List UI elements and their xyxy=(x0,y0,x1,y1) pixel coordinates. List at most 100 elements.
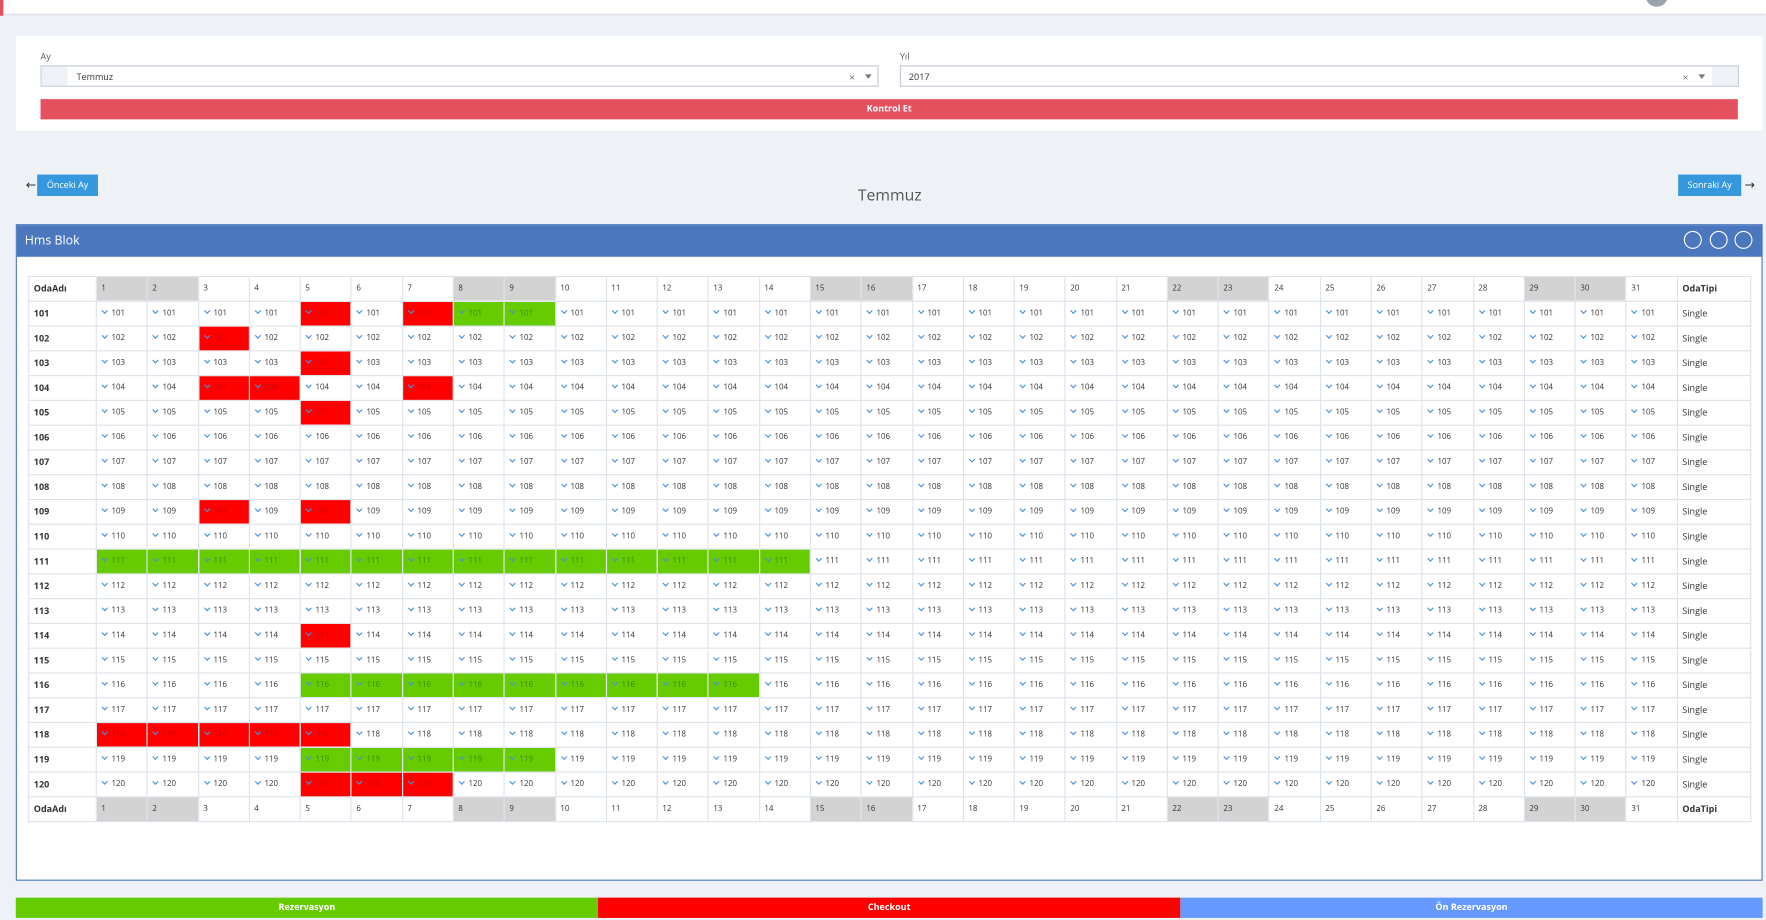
room-day-cell[interactable]: 117 xyxy=(1166,697,1219,724)
room-day-cell[interactable]: 116 xyxy=(1625,672,1678,699)
room-day-cell[interactable]: 116 xyxy=(503,672,556,699)
room-day-cell[interactable]: 114 xyxy=(605,622,658,649)
room-day-cell[interactable]: 108 xyxy=(707,474,760,501)
room-day-cell[interactable]: 107 xyxy=(299,449,352,476)
room-day-cell[interactable]: 105 xyxy=(809,399,862,426)
room-day-cell[interactable]: 115 xyxy=(809,647,862,674)
room-day-cell[interactable]: 115 xyxy=(197,647,250,674)
room-day-cell[interactable]: 110 xyxy=(1625,523,1678,550)
room-day-cell[interactable]: 109 xyxy=(197,498,250,525)
room-day-cell[interactable]: 104 xyxy=(197,375,250,401)
room-day-cell[interactable]: 118 xyxy=(1268,721,1321,748)
room-day-cell[interactable]: 108 xyxy=(1319,474,1372,501)
room-day-cell[interactable]: 101 xyxy=(1523,300,1576,327)
room-day-cell[interactable]: 117 xyxy=(1370,697,1423,724)
room-day-cell[interactable]: 103 xyxy=(1421,350,1474,377)
room-day-cell[interactable]: 109 xyxy=(1064,498,1117,525)
room-day-cell[interactable]: 113 xyxy=(1421,598,1474,624)
room-day-cell[interactable]: 104 xyxy=(656,375,709,401)
room-day-cell[interactable]: 111 xyxy=(860,548,913,575)
room-day-cell[interactable]: 103 xyxy=(1166,350,1219,377)
room-day-cell[interactable]: 107 xyxy=(95,449,148,476)
room-day-cell[interactable]: 105 xyxy=(1574,399,1627,426)
room-day-cell[interactable]: 116 xyxy=(1166,672,1219,699)
room-day-cell[interactable]: 120 xyxy=(1166,771,1219,798)
room-day-cell[interactable]: 111 xyxy=(1217,548,1270,575)
room-day-cell[interactable]: 115 xyxy=(1370,647,1423,674)
room-day-cell[interactable]: 114 xyxy=(1370,622,1423,649)
room-day-cell[interactable]: 115 xyxy=(95,647,148,674)
room-day-cell[interactable]: 116 xyxy=(656,672,709,699)
room-day-cell[interactable]: 118 xyxy=(350,721,403,748)
room-day-cell[interactable]: 108 xyxy=(248,474,301,501)
room-day-cell[interactable]: 112 xyxy=(1217,573,1270,600)
room-day-cell[interactable]: 110 xyxy=(1421,523,1474,550)
room-day-cell[interactable]: 105 xyxy=(1370,399,1423,426)
room-day-cell[interactable]: 105 xyxy=(1472,399,1525,426)
room-day-cell[interactable]: 119 xyxy=(1115,746,1168,773)
room-day-cell[interactable]: 105 xyxy=(1319,399,1372,426)
room-day-cell[interactable]: 104 xyxy=(401,375,454,401)
room-day-cell[interactable]: 120 xyxy=(1115,771,1168,798)
room-day-cell[interactable]: 115 xyxy=(401,647,454,674)
room-day-cell[interactable]: 113 xyxy=(1166,598,1219,624)
room-day-cell[interactable]: 117 xyxy=(962,697,1015,724)
room-day-cell[interactable]: 113 xyxy=(1217,598,1270,624)
screen-button[interactable] xyxy=(1683,230,1702,249)
room-day-cell[interactable]: 114 xyxy=(656,622,709,649)
room-day-cell[interactable]: 107 xyxy=(401,449,454,476)
room-day-cell[interactable]: 103 xyxy=(554,350,607,377)
room-day-cell[interactable]: 117 xyxy=(146,697,199,724)
room-day-cell[interactable]: 114 xyxy=(1268,622,1321,649)
room-day-cell[interactable]: 107 xyxy=(1166,449,1219,476)
room-day-cell[interactable]: 110 xyxy=(248,523,301,550)
room-day-cell[interactable]: 107 xyxy=(452,449,505,476)
room-day-cell[interactable]: 107 xyxy=(911,449,964,476)
room-day-cell[interactable]: 108 xyxy=(146,474,199,501)
room-day-cell[interactable]: 108 xyxy=(656,474,709,501)
room-day-cell[interactable]: 118 xyxy=(707,721,760,748)
room-day-cell[interactable]: 118 xyxy=(146,721,199,748)
room-day-cell[interactable]: 102 xyxy=(1370,325,1423,352)
room-day-cell[interactable]: 117 xyxy=(401,697,454,724)
room-day-cell[interactable]: 104 xyxy=(1064,375,1117,401)
room-day-cell[interactable]: 107 xyxy=(197,449,250,476)
room-day-cell[interactable]: 117 xyxy=(452,697,505,724)
room-day-cell[interactable]: 119 xyxy=(1625,746,1678,773)
room-day-cell[interactable]: 120 xyxy=(860,771,913,798)
room-day-cell[interactable]: 111 xyxy=(554,548,607,575)
room-day-cell[interactable]: 119 xyxy=(1421,746,1474,773)
room-day-cell[interactable]: 120 xyxy=(452,771,505,798)
room-day-cell[interactable]: 106 xyxy=(1115,424,1168,451)
room-day-cell[interactable]: 108 xyxy=(1523,474,1576,501)
room-day-cell[interactable]: 114 xyxy=(860,622,913,649)
room-day-cell[interactable]: 104 xyxy=(1319,375,1372,401)
room-day-cell[interactable]: 110 xyxy=(758,523,811,550)
room-day-cell[interactable]: 113 xyxy=(1268,598,1321,624)
room-day-cell[interactable]: 110 xyxy=(452,523,505,550)
room-day-cell[interactable]: 116 xyxy=(95,672,148,699)
room-day-cell[interactable]: 111 xyxy=(1421,548,1474,575)
room-day-cell[interactable]: 101 xyxy=(554,300,607,327)
room-day-cell[interactable]: 117 xyxy=(197,697,250,724)
room-day-cell[interactable]: 106 xyxy=(1217,424,1270,451)
room-day-cell[interactable]: 115 xyxy=(605,647,658,674)
room-day-cell[interactable]: 109 xyxy=(248,498,301,525)
room-day-cell[interactable]: 119 xyxy=(503,746,556,773)
room-day-cell[interactable]: 112 xyxy=(1574,573,1627,600)
room-day-cell[interactable]: 107 xyxy=(1268,449,1321,476)
room-day-cell[interactable]: 119 xyxy=(350,746,403,773)
room-day-cell[interactable]: 111 xyxy=(1166,548,1219,575)
room-day-cell[interactable]: 119 xyxy=(758,746,811,773)
room-day-cell[interactable]: 109 xyxy=(1523,498,1576,525)
room-day-cell[interactable]: 101 xyxy=(860,300,913,327)
room-day-cell[interactable]: 102 xyxy=(1319,325,1372,352)
room-day-cell[interactable]: 120 xyxy=(1217,771,1270,798)
room-day-cell[interactable]: 102 xyxy=(350,325,403,352)
room-day-cell[interactable]: 108 xyxy=(1472,474,1525,501)
room-day-cell[interactable]: 112 xyxy=(656,573,709,600)
room-day-cell[interactable]: 119 xyxy=(452,746,505,773)
room-day-cell[interactable]: 110 xyxy=(503,523,556,550)
room-day-cell[interactable]: 118 xyxy=(554,721,607,748)
room-day-cell[interactable]: 105 xyxy=(758,399,811,426)
